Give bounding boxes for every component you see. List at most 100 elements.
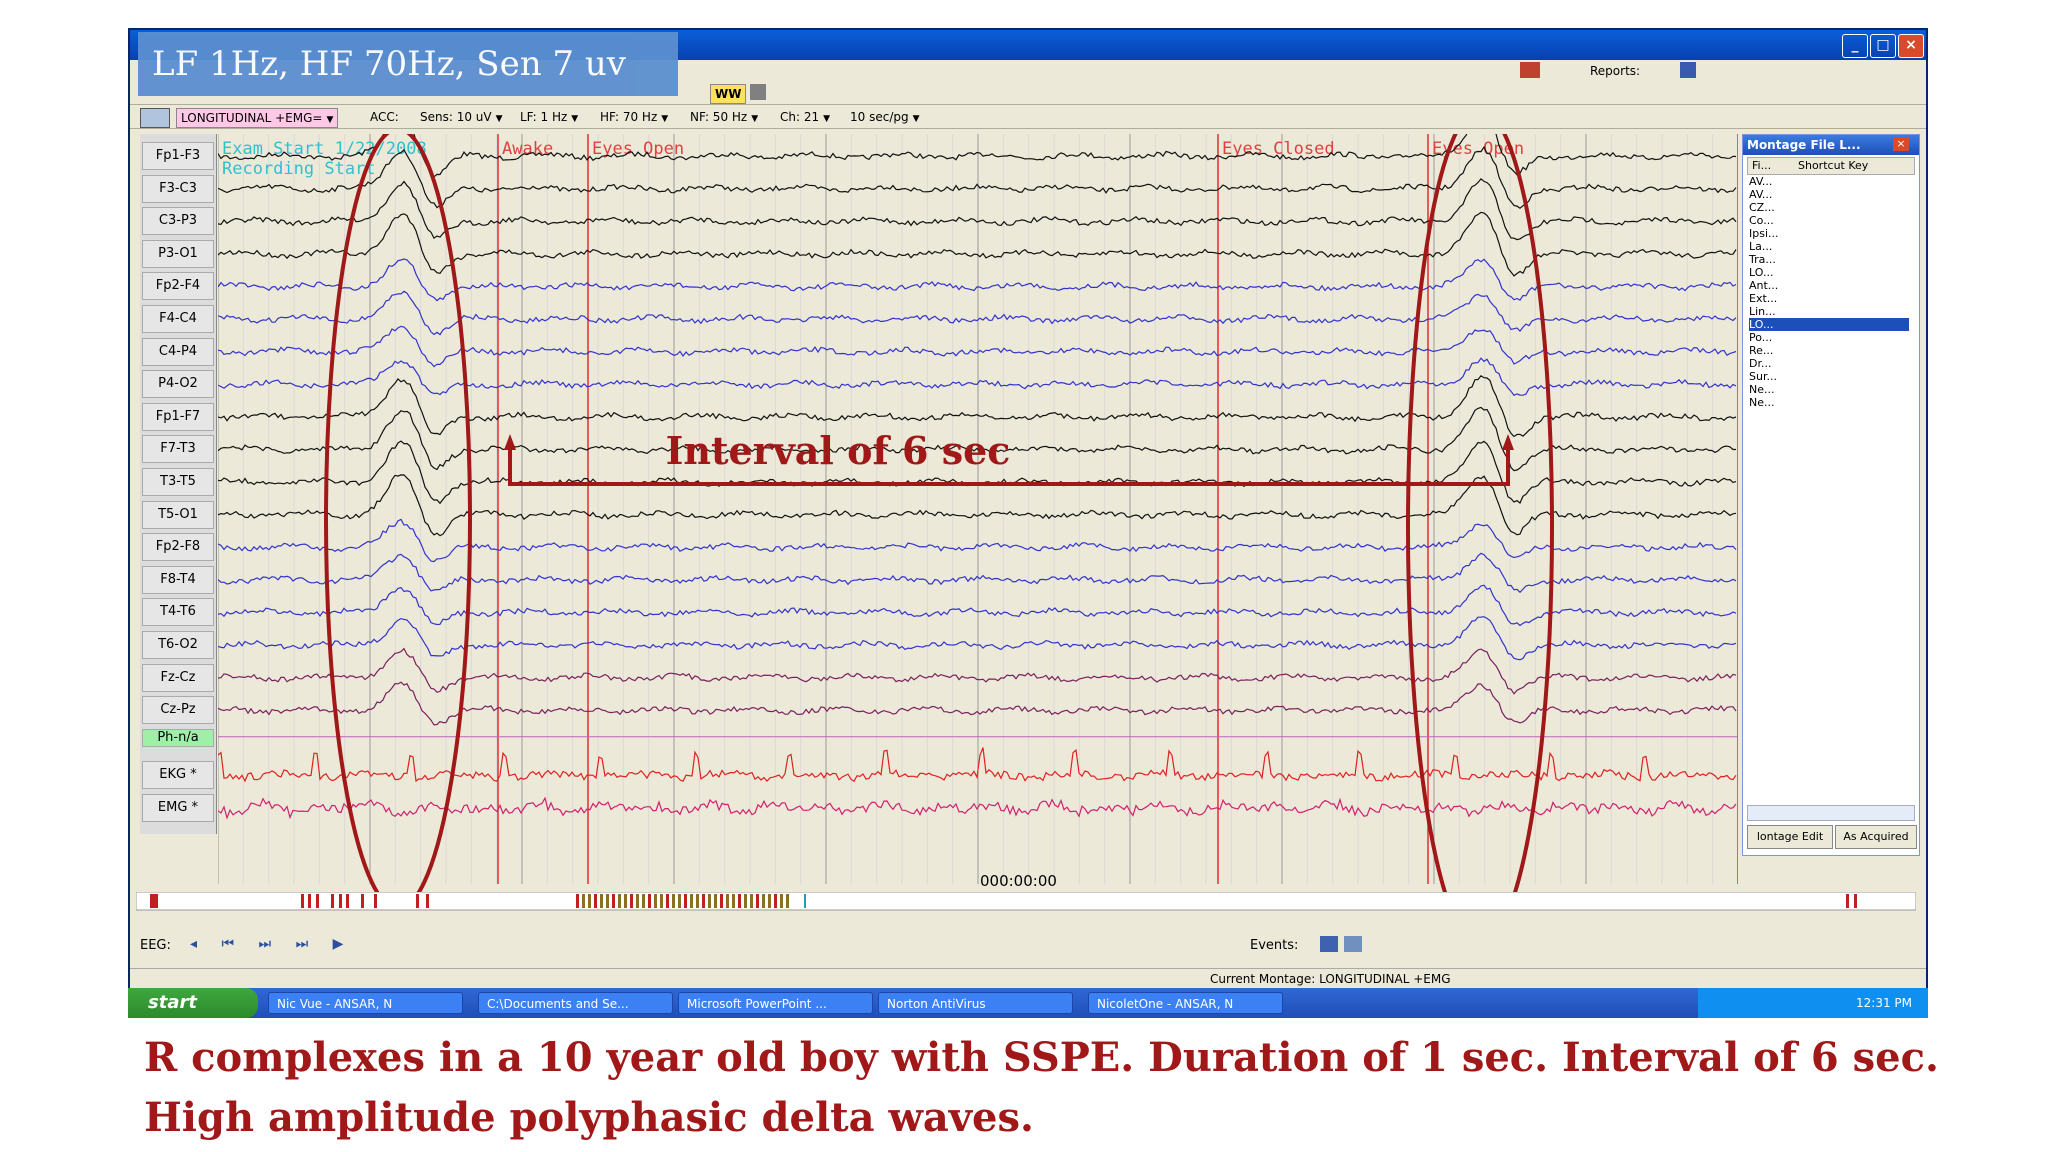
close-icon[interactable]: × (1898, 34, 1924, 58)
timeline-event-tick[interactable] (582, 894, 585, 908)
taskbar-task[interactable]: Nic Vue - ANSAR, N (268, 992, 463, 1014)
timeline-event-tick[interactable] (594, 894, 597, 908)
taskbar-task[interactable]: C:\Documents and Se... (478, 992, 673, 1014)
timeline-event-tick[interactable] (416, 894, 419, 908)
timeline-event-tick[interactable] (308, 894, 311, 908)
timeline-event-tick[interactable] (804, 894, 806, 908)
start-button[interactable]: start (128, 988, 258, 1018)
playback-controls[interactable]: ◂ ⏮ ⏭ ⏭ ▶ (190, 936, 354, 952)
timeline-event-tick[interactable] (678, 894, 681, 908)
low-filter-select[interactable]: LF: 1 Hz ▼ (520, 110, 579, 124)
close-icon[interactable]: × (1893, 137, 1909, 151)
channels-select[interactable]: Ch: 21 ▼ (780, 110, 831, 124)
timeline-event-tick[interactable] (762, 894, 765, 908)
montage-list-item[interactable]: Tra... (1749, 253, 1776, 266)
channel-label[interactable]: T5-O1 (142, 500, 214, 529)
montage-list-item[interactable]: Dr... (1749, 357, 1772, 370)
montage-list-item[interactable]: Ant... (1749, 279, 1779, 292)
montage-edit-button[interactable]: lontage Edit (1747, 825, 1833, 849)
report-icon[interactable] (1520, 62, 1540, 78)
channel-label[interactable]: Fp2-F8 (142, 533, 214, 562)
timeline-event-tick[interactable] (606, 894, 609, 908)
timeline-event-tick[interactable] (684, 894, 687, 908)
montage-list-item[interactable]: Ipsi... (1749, 227, 1779, 240)
channel-label[interactable]: T6-O2 (142, 631, 214, 659)
timeline-event-tick[interactable] (672, 894, 675, 908)
montage-list-item[interactable]: Ext... (1749, 292, 1778, 305)
montage-hscrollbar[interactable] (1747, 805, 1915, 821)
timeline-event-tick[interactable] (316, 894, 319, 908)
timeline-event-tick[interactable] (600, 894, 603, 908)
timeline-event-tick[interactable] (702, 894, 705, 908)
chart-icon[interactable] (1680, 62, 1696, 78)
montage-list-item[interactable]: AV... (1749, 188, 1773, 201)
timeline-event-tick[interactable] (786, 894, 789, 908)
maximize-icon[interactable]: □ (1870, 34, 1896, 58)
montage-list-item[interactable]: La... (1749, 240, 1773, 253)
timeline-event-tick[interactable] (331, 894, 334, 908)
montage-list-item[interactable]: Sur... (1749, 370, 1777, 383)
taskbar-task[interactable]: Norton AntiVirus (878, 992, 1073, 1014)
timeline-event-tick[interactable] (726, 894, 729, 908)
channel-label[interactable]: F4-C4 (142, 305, 214, 333)
timeline-event-tick[interactable] (690, 894, 693, 908)
channel-label[interactable]: T4-T6 (142, 598, 214, 627)
as-acquired-button[interactable]: As Acquired (1835, 825, 1917, 849)
taskbar-task[interactable]: Microsoft PowerPoint ... (678, 992, 873, 1014)
timeline-event-tick[interactable] (780, 894, 783, 908)
montage-list-item[interactable]: Re... (1749, 344, 1774, 357)
timeline-event-tick[interactable] (738, 894, 741, 908)
timeline-event-tick[interactable] (654, 894, 657, 908)
timeline-event-tick[interactable] (361, 894, 364, 908)
timeline-event-tick[interactable] (636, 894, 639, 908)
montage-list-item[interactable]: AV... (1749, 175, 1773, 188)
timeline-event-tick[interactable] (301, 894, 304, 908)
minimize-icon[interactable]: _ (1842, 34, 1868, 58)
montage-list-item[interactable]: Po... (1749, 331, 1773, 344)
montage-icon[interactable] (140, 108, 170, 128)
channel-label[interactable]: Ph-n/a (142, 728, 214, 747)
timeline-event-tick[interactable] (576, 894, 579, 908)
col-file[interactable]: Fi... (1752, 159, 1772, 172)
timeline-event-tick[interactable] (666, 894, 669, 908)
channel-label[interactable]: F3-C3 (142, 174, 214, 203)
sensitivity-select[interactable]: Sens: 10 uV ▼ (420, 110, 503, 124)
channel-label[interactable]: Cz-Pz (142, 696, 214, 725)
timeline-event-tick[interactable] (756, 894, 759, 908)
timeline-event-tick[interactable] (648, 894, 651, 908)
montage-list-item[interactable]: Ne... (1749, 396, 1775, 409)
high-filter-select[interactable]: HF: 70 Hz ▼ (600, 110, 669, 124)
timeline-event-tick[interactable] (346, 894, 349, 908)
timeline-event-tick[interactable] (1846, 894, 1849, 908)
channel-label[interactable]: T3-T5 (142, 468, 214, 496)
timeline-event-tick[interactable] (696, 894, 699, 908)
notch-filter-select[interactable]: NF: 50 Hz ▼ (690, 110, 759, 124)
channel-label[interactable]: C4-P4 (142, 337, 214, 366)
timeline-track[interactable] (136, 892, 1916, 911)
channel-label[interactable]: C3-P3 (142, 207, 214, 236)
col-shortcut[interactable]: Shortcut Key (1798, 159, 1869, 172)
montage-list-item[interactable]: LO... (1749, 266, 1774, 279)
timeline-event-tick[interactable] (714, 894, 717, 908)
montage-list-item[interactable]: Ne... (1749, 383, 1775, 396)
timeline-event-tick[interactable] (612, 894, 615, 908)
channel-label[interactable]: Fz-Cz (142, 663, 214, 692)
channel-label[interactable]: EMG * (142, 794, 214, 822)
taskbar-task[interactable]: NicoletOne - ANSAR, N (1088, 992, 1283, 1014)
montage-list-item[interactable]: Lin... (1749, 305, 1776, 318)
timeline-event-tick[interactable] (374, 894, 377, 908)
timeline-event-tick[interactable] (630, 894, 633, 908)
montage-list-item[interactable]: Co... (1749, 214, 1774, 227)
channel-label[interactable]: Fp1-F3 (142, 142, 214, 170)
channel-label[interactable]: P3-O1 (142, 239, 214, 268)
timeline-event-tick[interactable] (624, 894, 627, 908)
timeline-event-tick[interactable] (426, 894, 429, 908)
calendar-icon[interactable] (750, 84, 766, 100)
montage-list-item[interactable]: CZ... (1749, 201, 1775, 214)
timeline-event-tick[interactable] (768, 894, 771, 908)
event-list-icon[interactable] (1344, 936, 1362, 952)
timeline-cursor[interactable] (150, 894, 158, 908)
channel-label[interactable]: P4-O2 (142, 370, 214, 399)
timeline-event-tick[interactable] (588, 894, 591, 908)
